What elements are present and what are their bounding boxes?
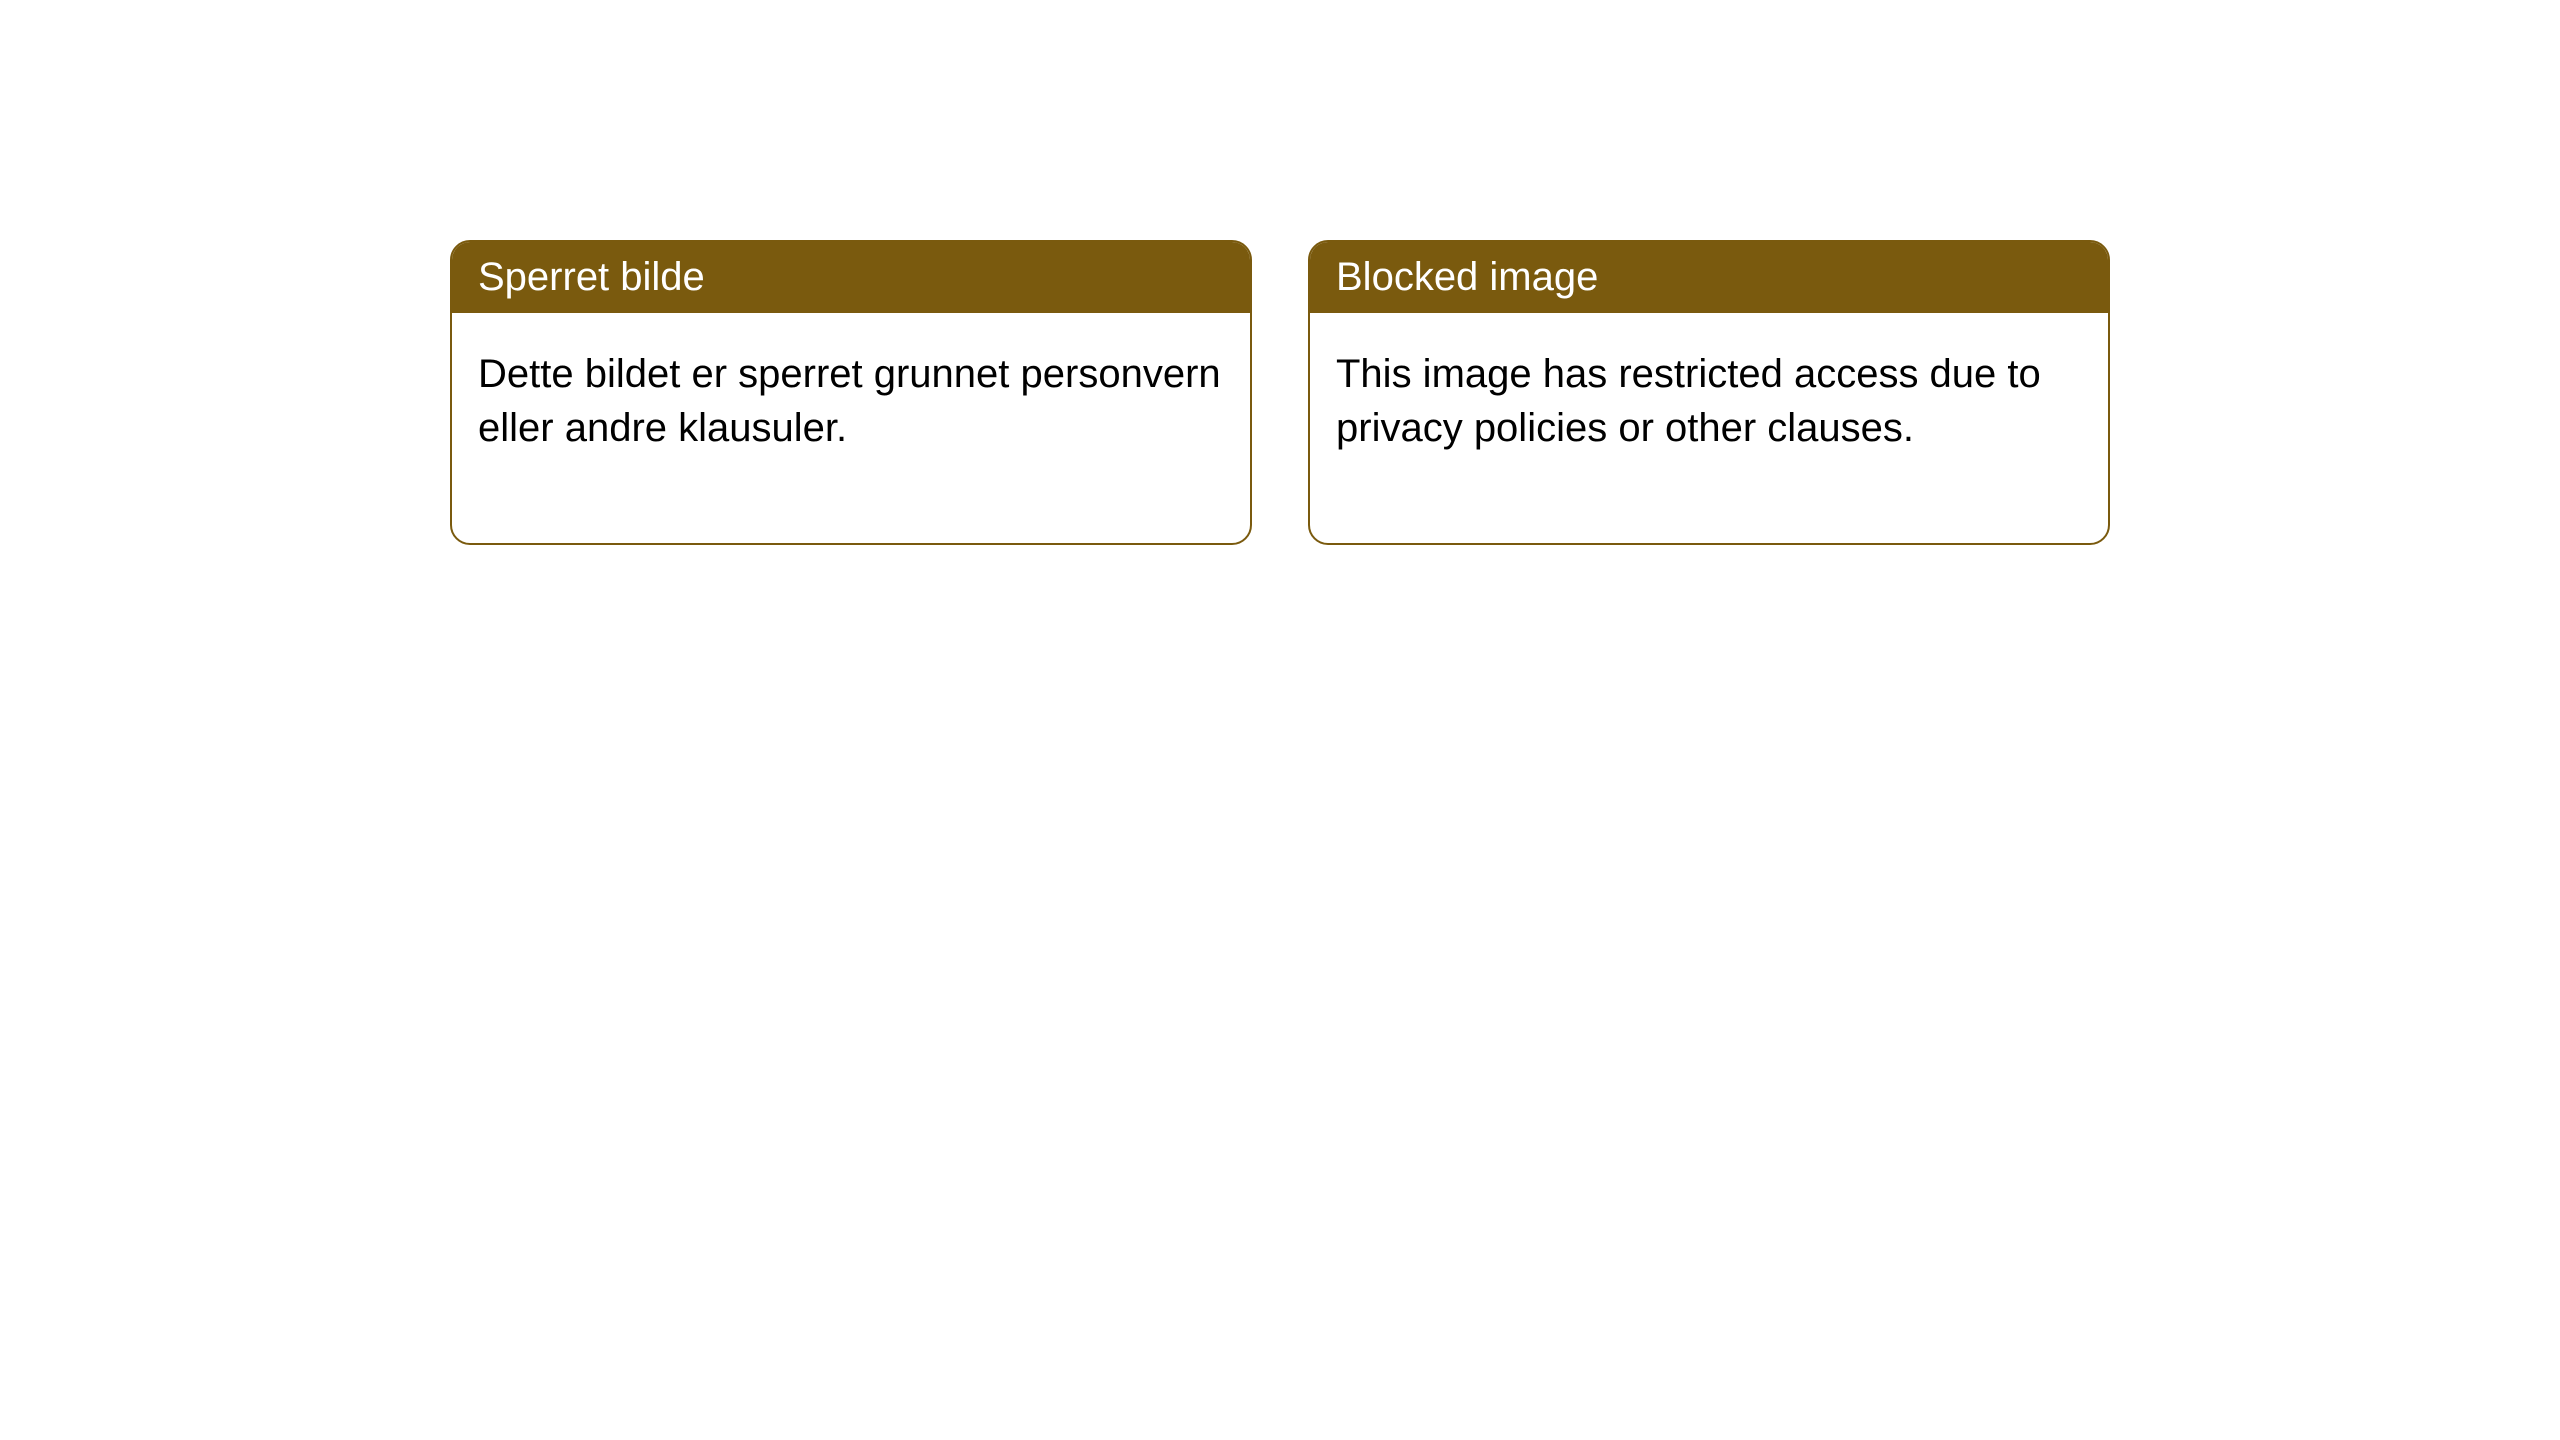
card-header-text: Sperret bilde	[478, 255, 705, 299]
blocked-image-card-english: Blocked image This image has restricted …	[1308, 240, 2110, 545]
notice-cards-container: Sperret bilde Dette bildet er sperret gr…	[450, 240, 2110, 545]
card-body: This image has restricted access due to …	[1310, 313, 2108, 543]
card-header-text: Blocked image	[1336, 255, 1598, 299]
card-header: Blocked image	[1310, 242, 2108, 313]
card-header: Sperret bilde	[452, 242, 1250, 313]
card-body-text: Dette bildet er sperret grunnet personve…	[478, 352, 1221, 450]
card-body: Dette bildet er sperret grunnet personve…	[452, 313, 1250, 543]
card-body-text: This image has restricted access due to …	[1336, 352, 2041, 450]
blocked-image-card-norwegian: Sperret bilde Dette bildet er sperret gr…	[450, 240, 1252, 545]
